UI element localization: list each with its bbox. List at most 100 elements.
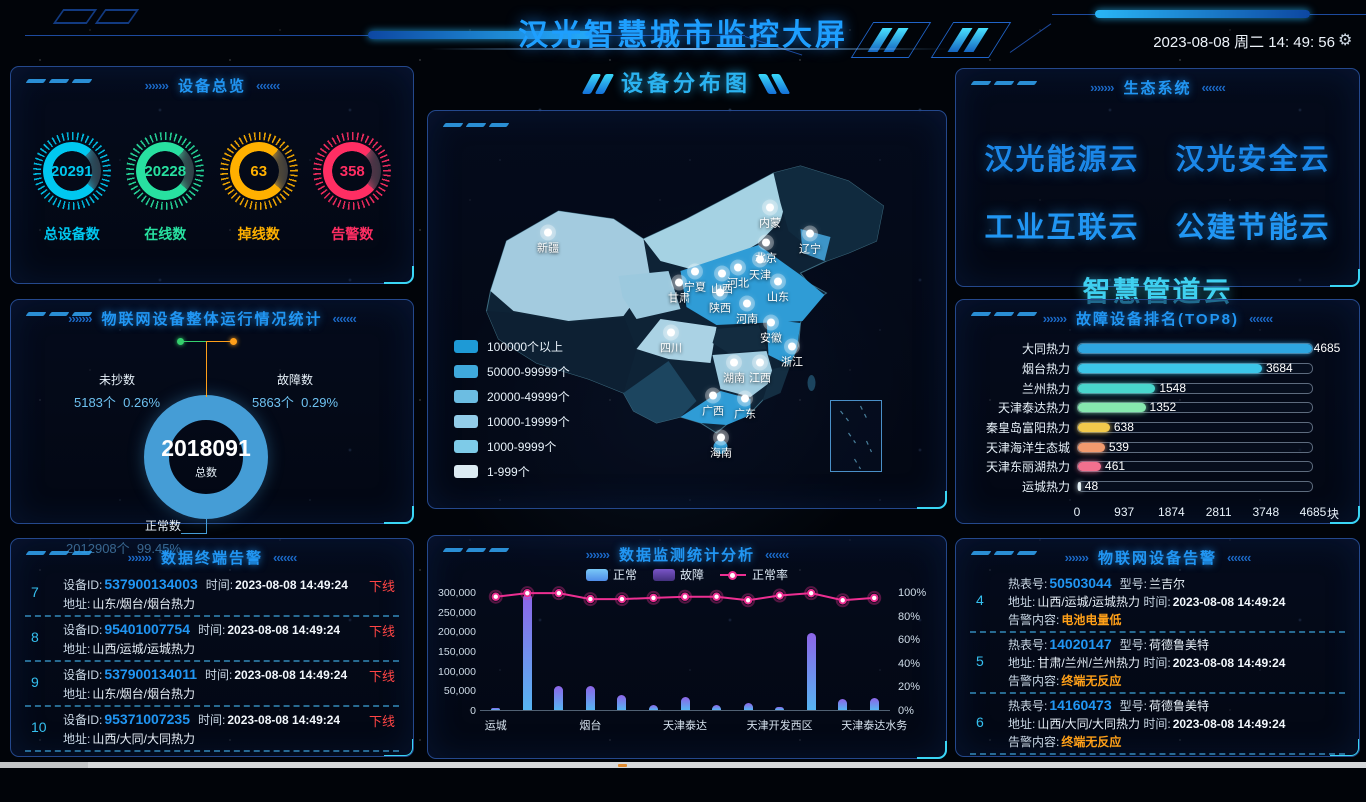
province-label: 辽宁 xyxy=(799,243,821,256)
legend-item[interactable]: 20000-49999个 xyxy=(454,388,570,405)
legend-item[interactable]: 100000个以上 xyxy=(454,338,570,355)
province-marker[interactable]: 广西 xyxy=(702,391,724,419)
legend-item[interactable]: 50000-99999个 xyxy=(454,363,570,380)
province-label: 海南 xyxy=(710,447,732,460)
marker-dot-icon xyxy=(788,342,796,351)
bar-normal[interactable] xyxy=(648,704,658,710)
province-marker[interactable]: 甘肃 xyxy=(668,278,690,306)
bar-normal[interactable] xyxy=(869,698,879,710)
province-label: 新疆 xyxy=(537,242,559,255)
province-marker[interactable]: 浙江 xyxy=(781,342,803,370)
addr-label: 地址: xyxy=(1008,595,1036,609)
ranking-row[interactable]: 运城热力 48 xyxy=(966,477,1313,497)
province-marker[interactable]: 天津 xyxy=(749,255,771,283)
ranking-bar xyxy=(1078,364,1262,374)
ranking-value: 48 xyxy=(1084,479,1099,494)
id-label: 设备ID: xyxy=(63,713,103,727)
marker-dot-icon xyxy=(734,263,742,272)
bar-normal[interactable] xyxy=(743,702,753,710)
terminal-alert-row[interactable]: 11设备ID:95450010071时间:2023-08-08 14:49:24… xyxy=(25,752,399,757)
panel-notch xyxy=(25,542,96,560)
province-marker[interactable]: 河南 xyxy=(736,299,758,327)
province-marker[interactable]: 江西 xyxy=(749,358,771,386)
axis-tick: 0 xyxy=(1073,504,1081,519)
bar-normal[interactable] xyxy=(491,708,501,710)
legend-item[interactable]: 10000-19999个 xyxy=(454,413,570,430)
bar-normal[interactable] xyxy=(585,685,595,710)
legend-item[interactable]: 1000-9999个 xyxy=(454,438,570,455)
province-marker[interactable]: 辽宁 xyxy=(799,229,821,257)
alert-time: 2023-08-08 14:49:24 xyxy=(227,623,341,637)
alert-addr: 山西/运城/运城热力 xyxy=(92,642,196,656)
ranking-row[interactable]: 天津东丽湖热力 461 xyxy=(966,457,1313,477)
bar-normal[interactable] xyxy=(775,706,785,710)
time-label: 时间: xyxy=(1143,717,1171,731)
province-marker[interactable]: 河北 xyxy=(727,263,749,291)
bar-normal[interactable] xyxy=(522,593,532,710)
monitor-chart-panel: ››››››› 数据监测统计分析 ‹‹‹‹‹‹‹ 正常 故障 正常率 0 50,0… xyxy=(427,535,947,759)
terminal-alert-row[interactable]: 7 设备ID: 537900134003 时间: 2023-08-08 14:49:24… xyxy=(25,572,399,617)
province-label: 天津 xyxy=(749,269,771,282)
bar-normal[interactable] xyxy=(680,696,690,710)
province-marker[interactable]: 宁夏 xyxy=(684,267,706,295)
iot-alert-row[interactable]: 5 热表号: 14020147 型号: 荷德鲁美特 地址: 甘肃/兰州/兰州热力 时间: 20… xyxy=(970,633,1345,694)
bar-normal[interactable] xyxy=(554,686,564,710)
iot-alert-row[interactable]: 4 热表号: 50503044 型号: 兰吉尔 地址: 山西/运城/运城热力 时间: 2023… xyxy=(970,572,1345,633)
y2-axis-tick: 60% xyxy=(898,634,921,647)
device-id: 95450010071 xyxy=(104,756,190,757)
iot-alert-row[interactable]: 6 热表号: 14160473 型号: 荷德鲁美特 地址: 山西/大同/大同热力 时间: 20… xyxy=(970,694,1345,755)
alert-content: 终端无反应 xyxy=(1061,674,1122,688)
time-label: 时间: xyxy=(205,578,234,592)
province-marker[interactable]: 湖南 xyxy=(723,358,745,386)
legend-rate[interactable]: 正常率 xyxy=(720,566,788,583)
ranking-row[interactable]: 天津泰达热力 1352 xyxy=(966,398,1313,418)
ranking-row[interactable]: 天津海洋生态城 539 xyxy=(966,437,1313,457)
ranking-track: 638 xyxy=(1077,420,1313,434)
ranking-row[interactable]: 烟台热力 3684 xyxy=(966,359,1313,379)
bar-normal[interactable] xyxy=(617,695,627,710)
y-axis-tick: 300,000 xyxy=(438,587,476,599)
marker-dot-icon xyxy=(766,203,774,212)
x-axis-tick: 烟台 xyxy=(579,720,602,732)
arrows-left-icon: ››››››› xyxy=(68,310,92,326)
terminal-alert-row[interactable]: 10 设备ID: 95371007235 时间: 2023-08-08 14:49:24… xyxy=(25,707,399,752)
province-marker[interactable]: 内蒙 xyxy=(759,203,781,231)
status-badge: 下线 xyxy=(368,714,395,729)
panel-title: 数据监测统计分析 xyxy=(618,546,755,564)
eco-item[interactable]: 工业互联云 xyxy=(984,212,1140,244)
row-index: 5 xyxy=(976,653,984,669)
province-marker[interactable]: 安徽 xyxy=(760,318,782,346)
gear-icon[interactable]: ⚙ xyxy=(1338,32,1353,49)
ranking-row[interactable]: 兰州热力 1548 xyxy=(966,378,1313,398)
legend-fault[interactable]: 故障 xyxy=(652,566,704,583)
taskbar-orange-item xyxy=(618,764,627,767)
ranking-row[interactable]: 大同热力 4685 xyxy=(966,339,1340,359)
axis-tick: 1874 xyxy=(1158,504,1185,519)
chart-legend: 正常 故障 正常率 xyxy=(428,566,946,583)
header-capsule-right xyxy=(1095,10,1310,18)
province-label: 宁夏 xyxy=(684,281,706,294)
province-marker[interactable]: 新疆 xyxy=(537,228,559,256)
arrows-left-icon: ››››››› xyxy=(127,549,152,565)
bar-normal[interactable] xyxy=(838,698,848,710)
legend-normal[interactable]: 正常 xyxy=(585,566,637,583)
legend-item[interactable]: 1-999个 xyxy=(454,463,570,480)
china-map: 新疆内蒙辽宁北京天津河北山西山东宁夏甘肃陕西河南安徽浙江四川湖南江西广西广东海南… xyxy=(428,111,946,508)
eco-item[interactable]: 汉光安全云 xyxy=(1175,144,1331,176)
province-marker[interactable]: 陕西 xyxy=(709,288,731,316)
bar-normal[interactable] xyxy=(712,704,722,710)
ranking-row[interactable]: 秦皇岛富阳热力 638 xyxy=(966,418,1313,438)
eco-item[interactable]: 汉光能源云 xyxy=(984,144,1140,176)
province-marker[interactable]: 四川 xyxy=(660,328,682,356)
terminal-alert-row[interactable]: 9 设备ID: 537900134011 时间: 2023-08-08 14:49:24… xyxy=(25,662,399,707)
bar-normal[interactable] xyxy=(806,633,816,710)
province-marker[interactable]: 山东 xyxy=(767,277,789,305)
legend-swatch xyxy=(585,569,608,581)
ranking-track: 539 xyxy=(1077,440,1313,454)
header: 汉光智慧城市监控大屏 2023-08-08 周二 14: 49: 56 ⚙ xyxy=(0,0,1366,60)
province-marker[interactable]: 广东 xyxy=(734,394,756,422)
province-marker[interactable]: 海南 xyxy=(710,433,732,461)
eco-item[interactable]: 公建节能云 xyxy=(1175,212,1331,244)
terminal-alert-row[interactable]: 8 设备ID: 95401007754 时间: 2023-08-08 14:49:24 下… xyxy=(25,617,399,662)
meter-id: 14160473 xyxy=(1049,697,1112,713)
